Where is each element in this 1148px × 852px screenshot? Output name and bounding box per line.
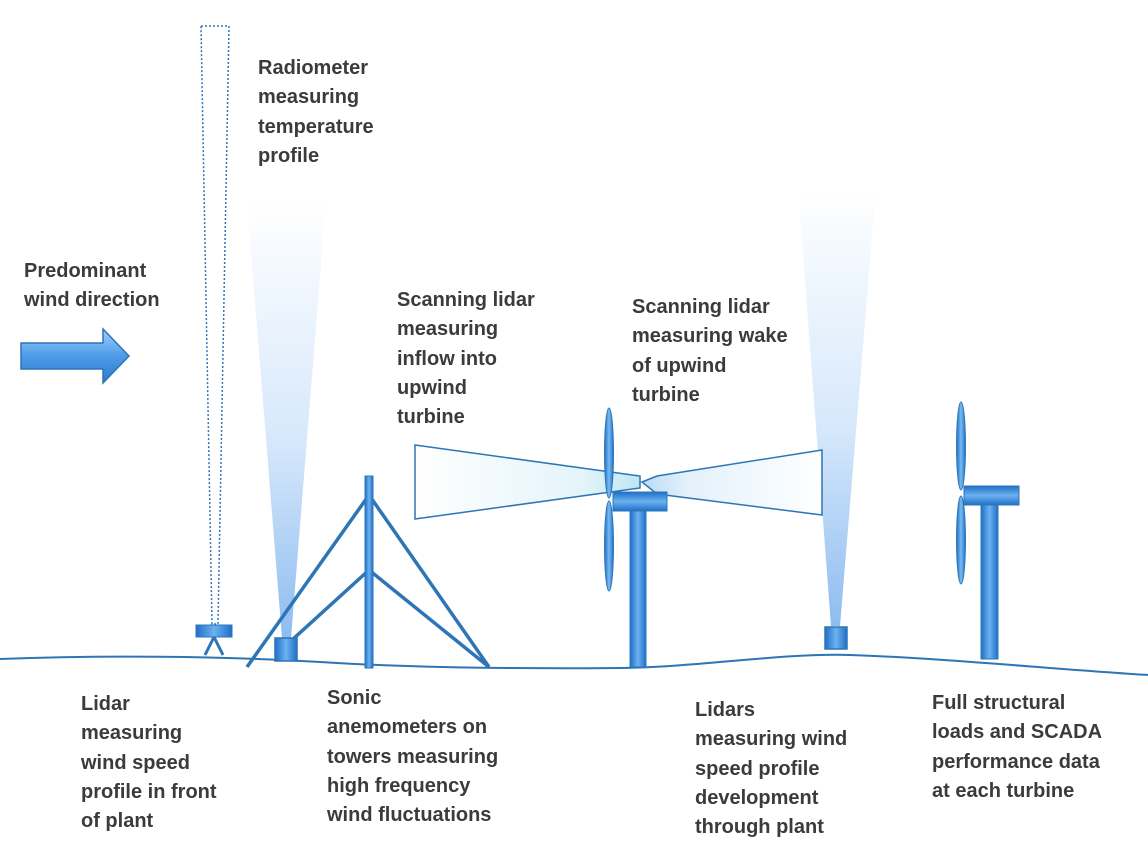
- structural-loads-label: Full structural loads and SCADA performa…: [932, 692, 1103, 802]
- sonic-anemometers-label: Sonic anemometers on towers measuring hi…: [327, 687, 499, 827]
- wind-turbine-icon: [604, 407, 668, 668]
- radiometer-beam: [200, 25, 230, 625]
- wind-direction-label: Predominant wind direction: [24, 260, 160, 312]
- wind-arrow-icon: [20, 327, 131, 385]
- lidar-icon: [274, 637, 298, 662]
- ground-line: [0, 653, 1148, 676]
- scanning-lidar-inflow-label: Scanning lidar measuring inflow into upw…: [397, 289, 535, 429]
- lidar-front-label: Lidar measuring wind speed profile in fr…: [81, 693, 217, 833]
- radiometer-label: Radiometer measuring temperature profile: [258, 57, 374, 167]
- wind-turbine-icon: [956, 401, 1020, 660]
- lidar-icon: [824, 626, 848, 650]
- scanning-lidar-beam-icon: [414, 444, 641, 520]
- lidars-development-label: Lidars measuring wind speed profile deve…: [695, 699, 848, 839]
- lidar-beam-icon: [247, 202, 326, 638]
- scanning-lidar-beam-icon: [640, 449, 823, 516]
- scanning-lidar-wake-label: Scanning lidar measuring wake of upwind …: [632, 296, 788, 406]
- radiometer-icon: [195, 624, 233, 656]
- met-tower-icon: [245, 475, 491, 669]
- lidar-beam-icon: [798, 188, 876, 626]
